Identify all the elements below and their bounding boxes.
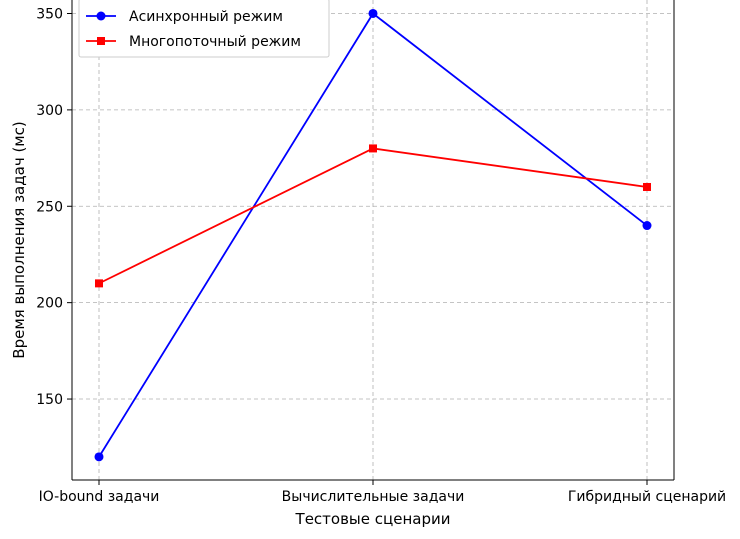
y-axis-title: Время выполнения задач (мс) bbox=[10, 121, 28, 358]
data-point-0-0 bbox=[94, 452, 104, 462]
data-point-0-1 bbox=[368, 8, 378, 18]
y-tick-label-350: 350 bbox=[36, 6, 63, 22]
legend-marker-async bbox=[96, 11, 106, 21]
y-tick-label-300: 300 bbox=[36, 103, 63, 119]
grid bbox=[72, 0, 674, 480]
series-group bbox=[94, 8, 652, 462]
legend: Асинхронный режим Многопоточный режим bbox=[78, 0, 330, 58]
legend-box bbox=[78, 0, 330, 58]
data-point-1-2 bbox=[643, 182, 651, 191]
x-axis-title: Тестовые сценарии bbox=[295, 510, 451, 528]
legend-label-threaded: Многопоточный режим bbox=[129, 34, 301, 50]
x-tick-label-0: IO-bound задачи bbox=[39, 489, 160, 505]
tick-labels: 150 200 250 300 350 IO-bound задачи Вычислител… bbox=[36, 6, 726, 505]
data-point-1-1 bbox=[369, 144, 377, 153]
legend-marker-threaded bbox=[97, 37, 105, 45]
y-tick-label-150: 150 bbox=[36, 392, 63, 408]
y-tick-label-200: 200 bbox=[36, 296, 63, 312]
x-tick-label-1: Вычислительные задачи bbox=[282, 489, 465, 505]
x-tick-label-2: Гибридный сценарий bbox=[568, 489, 726, 505]
legend-label-async: Асинхронный режим bbox=[129, 9, 283, 25]
data-point-0-2 bbox=[642, 221, 652, 231]
data-point-1-0 bbox=[95, 279, 103, 288]
axes bbox=[67, 0, 675, 485]
y-tick-label-250: 250 bbox=[36, 199, 63, 215]
